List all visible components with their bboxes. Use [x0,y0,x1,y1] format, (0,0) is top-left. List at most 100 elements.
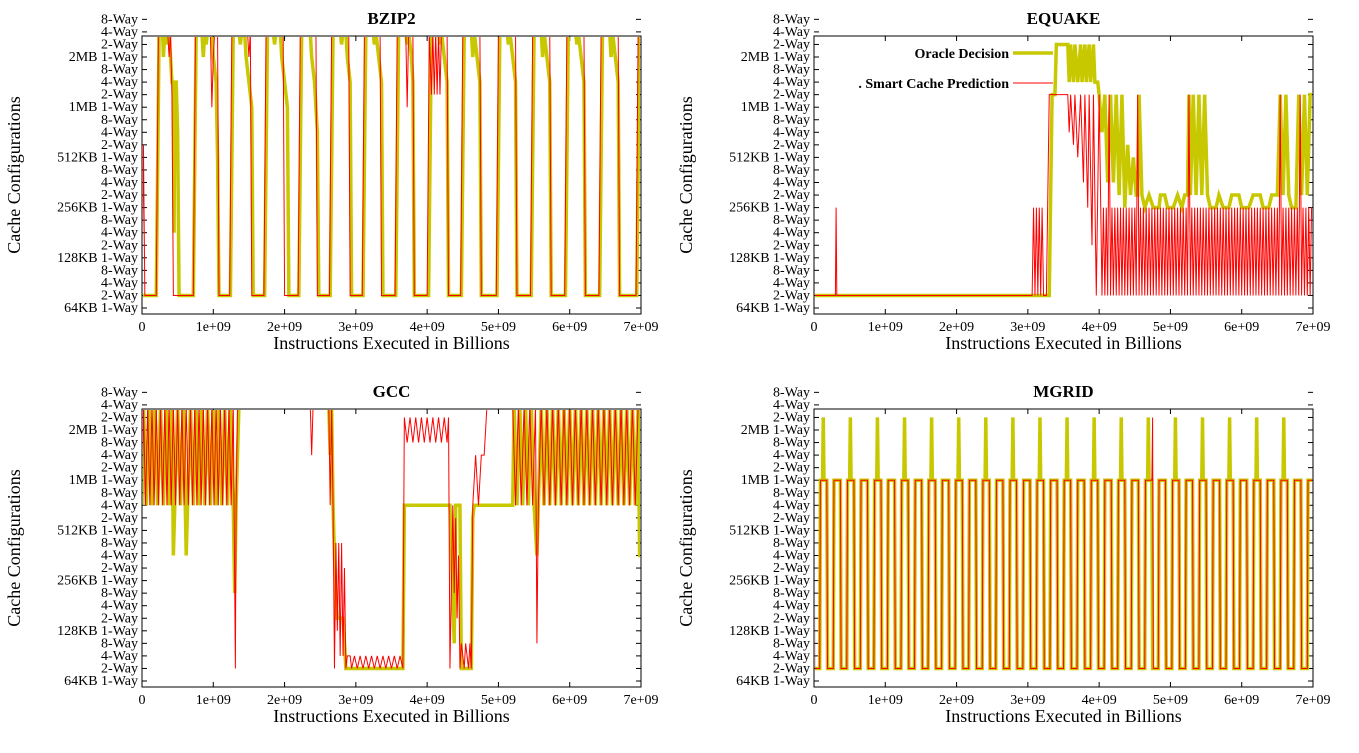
x-tick-label: 3e+09 [338,693,373,708]
x-tick-label: 7e+09 [623,320,658,335]
x-tick-label: 5e+09 [1153,693,1188,708]
y-tick-label: 2-Way [101,238,138,253]
series-smart-cache-prediction [815,94,1312,296]
plot-frame [813,408,1314,688]
x-tick-label: 2e+09 [939,320,974,335]
x-axis-label: Instructions Executed in Billions [273,333,509,353]
y-tick-label: 512KB 1-Way [57,523,138,538]
y-tick-label: 4-Way [101,448,138,463]
y-tick-label: 2-Way [773,188,810,203]
y-tick-label: 2-Way [101,88,138,103]
y-tick-label: 2-Way [101,661,138,676]
series-oracle-decision [143,37,640,298]
y-tick-label: 2-Way [773,410,810,425]
y-tick-label: 8-Way [773,586,810,601]
y-axis-label: Cache Configurations [4,96,24,253]
y-tick-label: 8-Way [101,63,138,78]
series-smart-cache-prediction [815,417,1312,669]
x-tick-label: 5e+09 [481,320,516,335]
x-tick-label: 3e+09 [1010,320,1045,335]
y-tick-label: 4-Way [773,125,810,140]
chart-title: GCC [373,382,411,401]
y-tick-label: 4-Way [773,549,810,564]
y-tick-label: 128KB 1-Way [729,624,810,639]
y-tick-label: 4-Way [773,75,810,90]
y-tick-label: 64KB 1-Way [736,674,810,689]
x-tick-label: 0 [811,693,818,708]
y-tick-label: 2-Way [773,461,810,476]
y-tick-label: 8-Way [773,113,810,128]
y-tick-label: 2MB 1-Way [69,50,138,65]
x-tick-label: 6e+09 [1224,693,1259,708]
y-tick-label: 128KB 1-Way [57,251,138,266]
y-tick-label: 4-Way [773,176,810,191]
y-tick-label: 8-Way [101,263,138,278]
y-tick-label: 2-Way [101,410,138,425]
x-tick-label: 3e+09 [338,320,373,335]
y-tick-label: 4-Way [773,498,810,513]
x-tick-label: 0 [139,693,146,708]
x-tick-label: 5e+09 [1153,320,1188,335]
y-tick-label: 128KB 1-Way [57,624,138,639]
y-tick-label: 8-Way [773,263,810,278]
legend-label-smart: . Smart Cache Prediction [858,77,1009,92]
y-tick-label: 8-Way [773,385,810,400]
x-tick-label: 6e+09 [1224,320,1259,335]
chart-title: BZIP2 [367,9,415,28]
x-tick-label: 1e+09 [868,693,903,708]
y-tick-label: 2-Way [773,288,810,303]
y-tick-label: 512KB 1-Way [57,150,138,165]
y-tick-label: 2-Way [101,188,138,203]
y-tick-label: 8-Way [101,12,138,27]
y-tick-label: 4-Way [101,599,138,614]
y-tick-label: 128KB 1-Way [729,251,810,266]
x-tick-label: 2e+09 [267,693,302,708]
y-tick-label: 8-Way [773,213,810,228]
y-tick-label: 2-Way [773,561,810,576]
y-tick-label: 2MB 1-Way [741,423,810,438]
y-tick-label: 64KB 1-Way [64,674,138,689]
plot-frame [141,35,642,315]
y-tick-label: 8-Way [773,636,810,651]
x-tick-label: 2e+09 [267,320,302,335]
series-smart-cache-prediction [143,410,639,669]
y-tick-label: 2-Way [773,238,810,253]
y-tick-label: 2-Way [101,561,138,576]
y-tick-label: 2-Way [101,611,138,626]
y-tick-label: 2MB 1-Way [741,50,810,65]
y-tick-label: 8-Way [101,436,138,451]
y-axis-label: Cache Configurations [676,96,696,253]
y-tick-label: 4-Way [101,25,138,40]
series-smart-cache-prediction [143,37,639,296]
y-tick-label: 2-Way [101,138,138,153]
x-tick-label: 1e+09 [868,320,903,335]
x-tick-label: 3e+09 [1010,693,1045,708]
y-tick-label: 4-Way [773,226,810,241]
x-axis-label: Instructions Executed in Billions [945,706,1181,726]
y-tick-label: 8-Way [101,536,138,551]
y-tick-label: 8-Way [773,12,810,27]
y-tick-label: 1MB 1-Way [69,473,138,488]
y-tick-label: 8-Way [101,163,138,178]
x-tick-label: 6e+09 [552,320,587,335]
x-tick-label: 6e+09 [552,693,587,708]
y-tick-label: 2MB 1-Way [69,423,138,438]
series-oracle-decision [815,42,1312,298]
x-tick-label: 4e+09 [1082,693,1117,708]
y-tick-label: 4-Way [773,649,810,664]
y-tick-label: 4-Way [773,276,810,291]
y-tick-label: 512KB 1-Way [729,150,810,165]
x-tick-label: 0 [811,320,818,335]
plot-frame [141,408,642,688]
y-tick-label: 8-Way [773,486,810,501]
y-tick-label: 4-Way [773,448,810,463]
y-tick-label: 4-Way [773,25,810,40]
chart-title: MGRID [1033,382,1093,401]
y-tick-label: 8-Way [773,63,810,78]
y-tick-label: 256KB 1-Way [57,574,138,589]
y-tick-label: 1MB 1-Way [741,473,810,488]
y-tick-label: 4-Way [101,226,138,241]
y-tick-label: 8-Way [101,113,138,128]
